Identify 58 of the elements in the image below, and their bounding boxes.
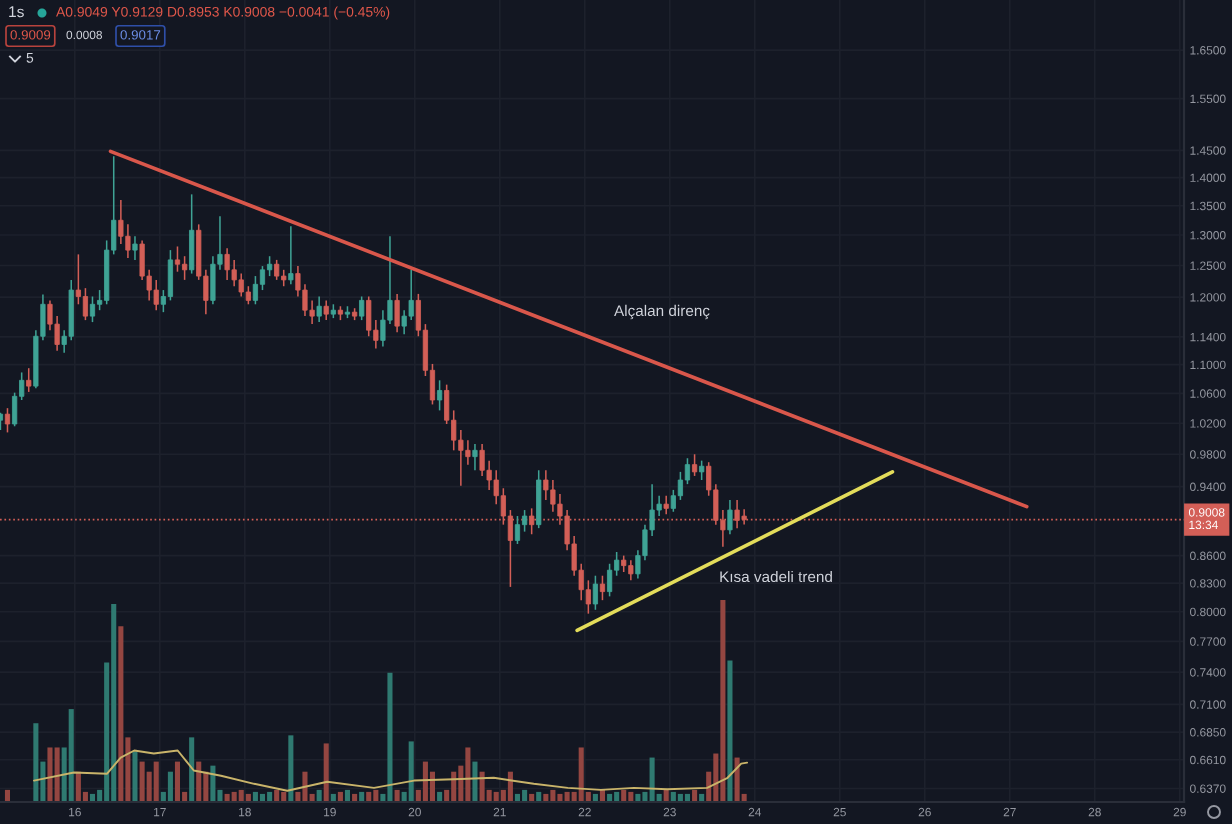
- bar: [302, 771, 308, 802]
- candlestick: [514, 515, 521, 545]
- candlestick: [436, 379, 443, 412]
- candlestick: [323, 299, 329, 321]
- candlestick: [677, 471, 683, 501]
- bar: [68, 709, 74, 802]
- candlestick: [359, 295, 365, 321]
- bar: [422, 761, 428, 802]
- candlestick: [4, 407, 11, 434]
- bar: [167, 771, 173, 802]
- candlestick: [316, 295, 322, 323]
- candlestick: [521, 509, 528, 533]
- bar: [54, 747, 60, 802]
- candlestick: [132, 235, 138, 261]
- bar: [323, 743, 329, 802]
- bar: [465, 747, 471, 802]
- candlestick: [599, 574, 606, 601]
- bar: [727, 660, 733, 802]
- candlestick: [89, 295, 96, 323]
- candlestick: [592, 574, 599, 611]
- candlestick: [267, 255, 273, 277]
- candlestick: [394, 293, 400, 333]
- candlestick: [606, 563, 613, 598]
- candlestick: [167, 249, 174, 302]
- candlestick: [472, 443, 478, 472]
- candlestick: [691, 453, 698, 477]
- bar: [472, 761, 478, 802]
- candlestick: [663, 494, 669, 516]
- bar: [720, 600, 726, 802]
- candlestick: [628, 559, 634, 582]
- bar: [578, 747, 584, 802]
- candlestick: [536, 469, 542, 529]
- candlestick: [224, 247, 230, 281]
- bar: [47, 747, 53, 802]
- bar: [387, 672, 393, 802]
- candlestick: [727, 499, 733, 536]
- bar: [33, 723, 39, 802]
- bar: [196, 761, 202, 802]
- bar: [132, 751, 138, 802]
- bar: [153, 761, 159, 802]
- candlestick: [174, 245, 181, 273]
- bar: [139, 761, 145, 802]
- bar: [408, 741, 414, 802]
- candlestick: [274, 259, 280, 281]
- bar: [288, 735, 294, 802]
- candlestick: [26, 367, 32, 393]
- candlestick: [82, 287, 89, 321]
- bar: [118, 626, 124, 802]
- candlestick: [699, 459, 705, 481]
- candlestick: [189, 193, 195, 275]
- bar: [189, 737, 195, 802]
- bar: [174, 761, 181, 802]
- bar: [649, 757, 655, 802]
- bar: [111, 604, 117, 802]
- candlestick: [245, 285, 251, 306]
- candlestick: [182, 255, 188, 281]
- candlestick: [288, 225, 294, 286]
- candlestick: [252, 275, 259, 306]
